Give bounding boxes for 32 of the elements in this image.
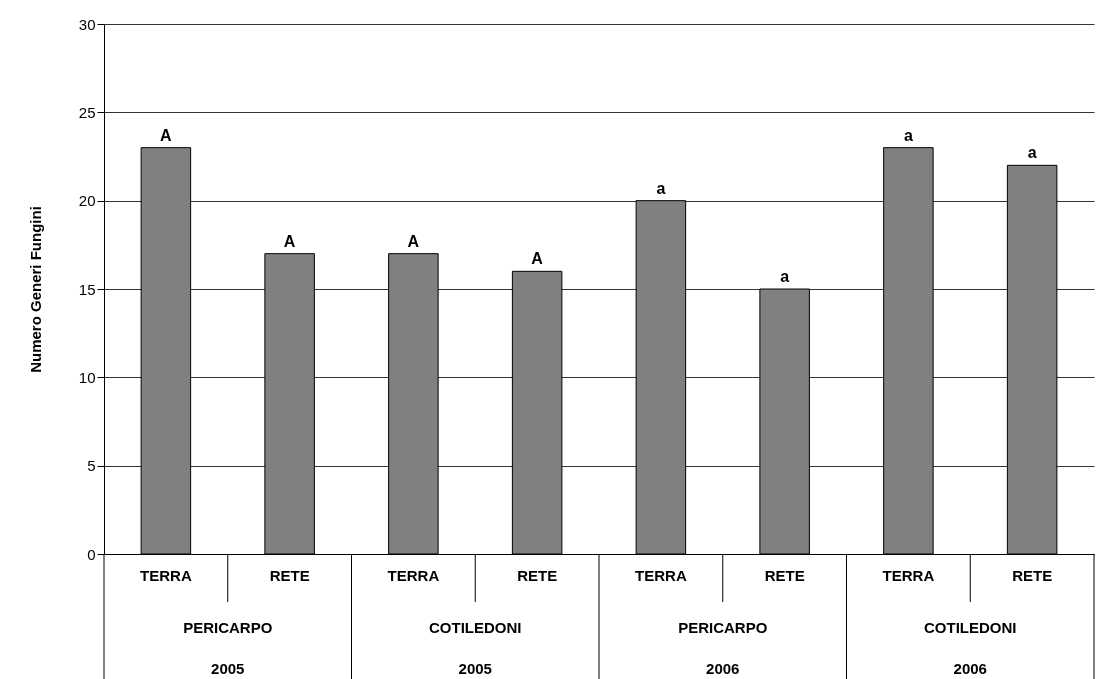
- data-label: A: [283, 232, 296, 250]
- x-tick-label: RETE: [517, 566, 558, 584]
- y-tick-label: 20: [78, 192, 96, 210]
- x-tick-label: RETE: [1012, 566, 1053, 584]
- x-tick-label: RETE: [764, 566, 805, 584]
- data-label: a: [780, 268, 790, 285]
- text: 2005: [211, 660, 245, 677]
- text: 2006: [953, 660, 987, 677]
- data-label: a: [656, 179, 666, 197]
- data-label: A: [531, 250, 544, 268]
- y-axis-title: Numero Generi Fungini: [26, 206, 44, 373]
- y-tick-label: 0: [87, 545, 96, 563]
- x-tick-label: TERRA: [635, 566, 687, 584]
- text: 2005: [458, 660, 492, 677]
- data-label: a: [1027, 144, 1037, 162]
- text: COTILEDONI: [429, 619, 522, 636]
- x-tick-label: TERRA: [387, 566, 440, 584]
- text: PERICARPO: [678, 619, 768, 636]
- y-tick-label: 5: [87, 457, 96, 475]
- x-tick-label: TERRA: [882, 566, 935, 584]
- x-tick-label: RETE: [269, 566, 310, 584]
- y-tick-label: 30: [78, 15, 96, 33]
- data-label: A: [160, 126, 173, 144]
- data-label: a: [903, 126, 913, 144]
- text: COTILEDONI: [924, 619, 1017, 636]
- data-label: A: [407, 232, 420, 250]
- y-tick-label: 25: [78, 103, 96, 121]
- text: PERICARPO: [183, 619, 273, 636]
- x-tick-label: TERRA: [140, 566, 192, 584]
- y-tick-label: 10: [78, 368, 96, 386]
- y-tick-label: 15: [78, 280, 96, 298]
- text: 2006: [706, 660, 740, 677]
